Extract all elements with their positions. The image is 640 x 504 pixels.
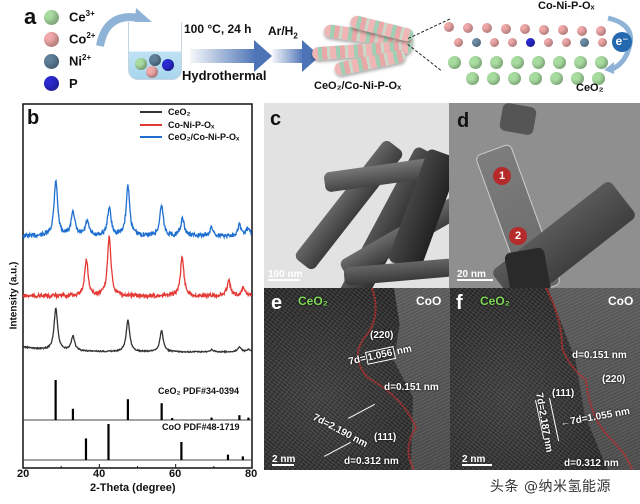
- legend-charge: 2+: [86, 31, 96, 41]
- co-ion-sphere: [146, 66, 158, 78]
- xrd-trace: [22, 179, 252, 240]
- d-spacing-0312: d=0.312 nm: [344, 456, 399, 467]
- x-tick-40: 40: [93, 468, 106, 480]
- xrd-legend: CeO₂ Co-Ni-P-Oₓ CeO₂/Co-Ni-P-Oₓ: [140, 106, 239, 144]
- legend-label: CeO₂/Co-Ni-P-Oₓ: [168, 132, 240, 143]
- legend-label: Ni: [69, 53, 82, 69]
- scalebar-label: 100 nm: [268, 269, 303, 280]
- scalebar-20nm: 20 nm: [457, 269, 493, 281]
- legend-ce: Ce3+: [44, 6, 95, 28]
- panel-a-letter: a: [24, 4, 37, 29]
- plane-111: (111): [552, 388, 575, 399]
- legend-label: Ce: [69, 9, 86, 25]
- phase-label-ceo2: CeO₂: [298, 294, 329, 308]
- lattice-top-label: Co-Ni-P-Oₓ: [538, 0, 595, 12]
- annealing-gas: Ar/H: [268, 24, 294, 38]
- scalebar-label: 20 nm: [457, 269, 486, 280]
- steel-blue-sphere-icon: [44, 53, 59, 69]
- phase-label-coo: CoO: [416, 294, 442, 308]
- product-label: CeO₂/Co-Ni-P-Oₓ: [314, 80, 402, 92]
- legend-entry-composite: CeO₂/Co-Ni-P-Oₓ: [140, 131, 239, 144]
- panel-f-hrtem-image: f CeO₂ CoO d=0.151 nm (220) (111) ←7d=1.…: [450, 288, 640, 470]
- legend-entry-conipox: Co-Ni-P-Oₓ: [140, 119, 239, 132]
- legend-swatch: [140, 136, 162, 139]
- ref-ceo2-label: CeO₂ PDF#34-0394: [158, 386, 240, 396]
- plot-frame: [22, 103, 253, 469]
- scalebar-label: 2 nm: [272, 454, 296, 465]
- scalebar-2nm: 2 nm: [272, 454, 295, 466]
- d-spacing-0312: d=0.312 nm: [564, 458, 619, 469]
- phase-label-coo: CoO: [608, 294, 634, 308]
- plane-220: (220): [602, 374, 626, 385]
- hydrothermal-method-label: Hydrothermal: [182, 68, 267, 83]
- marker-1: 1: [493, 167, 511, 185]
- x-tick-20: 20: [17, 468, 30, 480]
- scalebar-2nm: 2 nm: [462, 454, 492, 466]
- panel-f-letter: f: [456, 292, 463, 314]
- xrd-plot: [22, 103, 253, 469]
- panel-e-letter: e: [271, 292, 283, 314]
- watermark: 头条 @纳米氢能源: [490, 479, 611, 495]
- phase-label-ceo2: CeO₂: [480, 294, 511, 308]
- legend-swatch: [140, 111, 162, 114]
- scalebar-label: 2 nm: [462, 454, 486, 465]
- annealing-condition: Ar/H2: [268, 24, 298, 40]
- panel-e-hrtem-image: e CeO₂ CoO (220) 7d=1.056 nm d=0.151 nm …: [264, 288, 450, 470]
- ce-ion-sphere: [135, 58, 147, 70]
- legend-ni: Ni2+: [44, 50, 95, 72]
- x-axis-title: 2-Theta (degree): [90, 482, 176, 494]
- blue-sphere-icon: [44, 75, 59, 91]
- panel-c-letter: c: [270, 108, 282, 130]
- legend-label: CeO₂: [168, 107, 191, 118]
- y-axis-title: Intensity (a.u.): [8, 261, 20, 330]
- legend-label: P: [69, 75, 78, 91]
- xrd-trace: [22, 307, 252, 354]
- ref-coo-label: CoO PDF#48-1719: [162, 422, 240, 432]
- ni-ion-sphere: [149, 54, 161, 66]
- legend-entry-ceo2: CeO₂: [140, 106, 239, 119]
- legend-label: Co-Ni-P-Oₓ: [168, 119, 215, 130]
- interface-boundary-line: [357, 288, 418, 470]
- plane-111: (111): [374, 432, 397, 443]
- d-spacing-0151: d=0.151 nm: [384, 382, 439, 393]
- annealing-gas-sub: 2: [293, 31, 298, 41]
- legend-p: P: [44, 72, 95, 94]
- ion-legend: Ce3+ Co2+ Ni2+ P: [44, 6, 95, 94]
- xrd-trace: [22, 235, 253, 301]
- panel-b-letter: b: [27, 107, 40, 129]
- scalebar-100nm: 100 nm: [268, 269, 302, 281]
- green-sphere-icon: [44, 9, 59, 25]
- heterointerface-lattice-illustration: [440, 8, 625, 90]
- x-tick-60: 60: [169, 468, 182, 480]
- electron-icon: e⁻: [612, 32, 632, 52]
- legend-co: Co2+: [44, 28, 95, 50]
- beaker-icon: [128, 22, 182, 80]
- lattice-bottom-label: CeO₂: [576, 82, 604, 94]
- panel-d-tem-image: d 1 2 20 nm: [449, 103, 640, 288]
- p-ion-sphere: [162, 59, 174, 71]
- panel-b-xrd-chart: b CeO₂ Co-Ni-P-Oₓ CeO₂/Co-Ni-P-Oₓ CeO₂ P…: [0, 100, 262, 504]
- plane-220: (220): [370, 330, 394, 341]
- panel-c-tem-image: c 100 nm: [264, 103, 449, 288]
- d-spacing-0151: d=0.151 nm: [572, 350, 627, 361]
- pink-sphere-icon: [44, 31, 59, 47]
- legend-charge: 2+: [82, 53, 92, 63]
- legend-charge: 3+: [85, 9, 95, 19]
- legend-swatch: [140, 123, 162, 126]
- hydrothermal-condition: 100 °C, 24 h: [184, 22, 252, 36]
- marker-2: 2: [509, 227, 527, 245]
- interface-boundary-line: [545, 288, 633, 470]
- legend-label: Co: [69, 31, 87, 47]
- x-tick-80: 80: [245, 468, 258, 480]
- panel-a-schematic: a Ce3+ Co2+ Ni2+ P 100 °C, 24 h Hydroth: [0, 0, 640, 100]
- panel-d-letter: d: [457, 110, 470, 132]
- hydrothermal-arrow-icon: [190, 40, 272, 72]
